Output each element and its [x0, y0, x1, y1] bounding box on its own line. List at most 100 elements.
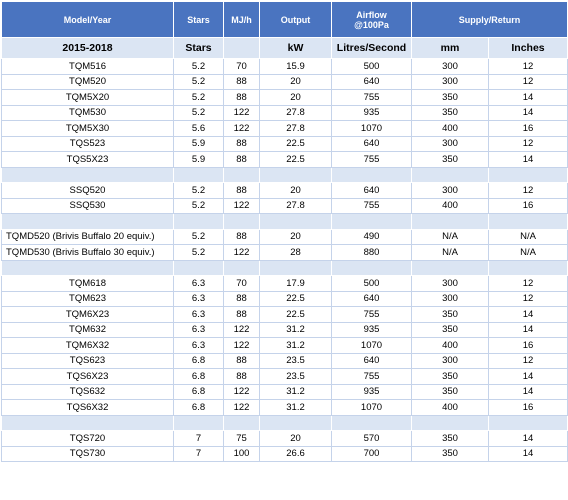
- spacer-cell: [411, 166, 489, 183]
- model-cell: TQM520: [1, 73, 174, 90]
- value-cell: 122: [223, 399, 260, 416]
- value-cell: 400: [411, 337, 489, 354]
- header-cell: MJ/h: [223, 1, 260, 38]
- data-row: TQM520 5.2 88 20 640 300 12: [1, 73, 568, 90]
- spacer-cell: [411, 213, 489, 230]
- value-cell: 300: [411, 135, 489, 152]
- value-cell: 12: [487, 135, 568, 152]
- value-cell: 350: [411, 306, 489, 323]
- spacer-cell: [259, 166, 332, 183]
- data-row: TQM5X20 5.2 88 20 755 350 14: [1, 89, 568, 106]
- spacer-cell: [411, 414, 489, 431]
- value-cell: 122: [223, 244, 260, 261]
- value-cell: 350: [411, 321, 489, 338]
- value-cell: 12: [487, 73, 568, 90]
- value-cell: 755: [331, 151, 412, 168]
- spacer-cell: [173, 259, 224, 276]
- header-cell: Supply/Return: [410, 1, 568, 38]
- value-cell: 490: [331, 228, 412, 245]
- model-cell: TQS5X23: [1, 151, 174, 168]
- spacer-cell: [487, 414, 568, 431]
- header-cell: Model/Year: [1, 1, 174, 38]
- value-cell: 14: [487, 89, 568, 106]
- value-cell: 22.5: [259, 135, 332, 152]
- spacer-cell: [331, 213, 412, 230]
- value-cell: 1070: [331, 399, 412, 416]
- value-cell: 5.2: [173, 73, 224, 90]
- data-row: TQM516 5.2 70 15.9 500 300 12: [1, 58, 568, 75]
- value-cell: 22.5: [259, 306, 332, 323]
- spacer-cell: [259, 259, 332, 276]
- spec-table: Model/Year Stars MJ/h Output Airflow @100…: [1, 1, 568, 462]
- value-cell: 88: [223, 135, 260, 152]
- spacer-cell: [223, 414, 260, 431]
- model-cell: TQMD520 (Brivis Buffalo 20 equiv.): [1, 228, 174, 245]
- value-cell: 935: [331, 321, 412, 338]
- value-cell: 75: [223, 430, 260, 447]
- value-cell: 28: [259, 244, 332, 261]
- data-row: SSQ520 5.2 88 20 640 300 12: [1, 182, 568, 199]
- model-cell: TQM623: [1, 290, 174, 307]
- model-cell: TQS720: [1, 430, 174, 447]
- spacer-cell: [487, 166, 568, 183]
- value-cell: 27.8: [259, 120, 332, 137]
- value-cell: 14: [487, 430, 568, 447]
- value-cell: 122: [223, 337, 260, 354]
- value-cell: 6.3: [173, 290, 224, 307]
- model-cell: TQM6X32: [1, 337, 174, 354]
- value-cell: 26.6: [259, 445, 332, 462]
- model-cell: TQM618: [1, 275, 174, 292]
- value-cell: 570: [331, 430, 412, 447]
- value-cell: 6.3: [173, 306, 224, 323]
- value-cell: 5.2: [173, 104, 224, 121]
- value-cell: 5.2: [173, 228, 224, 245]
- value-cell: 5.9: [173, 135, 224, 152]
- value-cell: 88: [223, 228, 260, 245]
- value-cell: 6.3: [173, 337, 224, 354]
- value-cell: 88: [223, 368, 260, 385]
- data-row: TQM530 5.2 122 27.8 935 350 14: [1, 104, 568, 121]
- spacer-cell: [1, 259, 174, 276]
- data-row: TQS623 6.8 88 23.5 640 300 12: [1, 352, 568, 369]
- value-cell: 88: [223, 306, 260, 323]
- value-cell: 5.2: [173, 197, 224, 214]
- data-row: TQM618 6.3 70 17.9 500 300 12: [1, 275, 568, 292]
- model-cell: TQS730: [1, 445, 174, 462]
- model-cell: SSQ530: [1, 197, 174, 214]
- spacer-cell: [1, 166, 174, 183]
- value-cell: 350: [411, 445, 489, 462]
- value-cell: 22.5: [259, 151, 332, 168]
- value-cell: 5.6: [173, 120, 224, 137]
- value-cell: 20: [259, 228, 332, 245]
- value-cell: 640: [331, 182, 412, 199]
- subheader-row: 2015-2018 Stars kW Litres/Second mm Inch…: [1, 37, 568, 59]
- spacer-row: [1, 213, 568, 230]
- model-cell: TQS632: [1, 383, 174, 400]
- value-cell: 1070: [331, 120, 412, 137]
- value-cell: 640: [331, 352, 412, 369]
- header-line: @100Pa: [354, 19, 389, 30]
- model-cell: TQS6X23: [1, 368, 174, 385]
- value-cell: 14: [487, 445, 568, 462]
- model-cell: TQM6X23: [1, 306, 174, 323]
- value-cell: 640: [331, 73, 412, 90]
- value-cell: 122: [223, 321, 260, 338]
- value-cell: 100: [223, 445, 260, 462]
- value-cell: 27.8: [259, 104, 332, 121]
- value-cell: 935: [331, 383, 412, 400]
- value-cell: 300: [411, 73, 489, 90]
- value-cell: 27.8: [259, 197, 332, 214]
- model-cell: TQS623: [1, 352, 174, 369]
- value-cell: 350: [411, 368, 489, 385]
- value-cell: 16: [487, 337, 568, 354]
- model-cell: TQS523: [1, 135, 174, 152]
- value-cell: 14: [487, 321, 568, 338]
- value-cell: 23.5: [259, 352, 332, 369]
- subheader-cell: Stars: [173, 37, 224, 59]
- value-cell: 350: [411, 104, 489, 121]
- subheader-cell: 2015-2018: [1, 37, 174, 59]
- value-cell: 14: [487, 383, 568, 400]
- data-row: TQMD520 (Brivis Buffalo 20 equiv.) 5.2 88 2…: [1, 228, 568, 245]
- value-cell: 300: [411, 290, 489, 307]
